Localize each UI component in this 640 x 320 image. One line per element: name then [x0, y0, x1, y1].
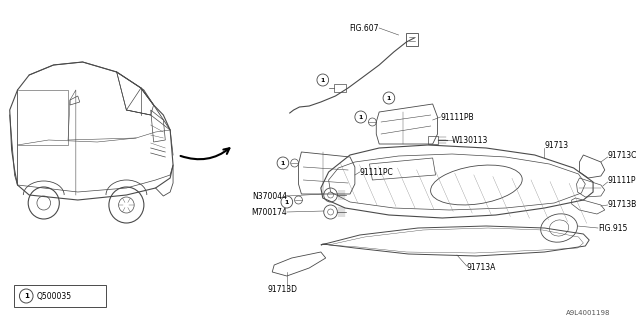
Circle shape: [277, 157, 289, 169]
Text: FIG.607: FIG.607: [349, 23, 379, 33]
Text: 1: 1: [281, 161, 285, 165]
Text: 1: 1: [24, 293, 29, 299]
Text: 91713D: 91713D: [268, 285, 298, 294]
Text: 1: 1: [358, 115, 363, 119]
Text: 1: 1: [387, 95, 391, 100]
Text: 91713A: 91713A: [467, 263, 496, 273]
Text: 91713: 91713: [545, 140, 568, 149]
Text: 1: 1: [321, 77, 325, 83]
Circle shape: [317, 74, 328, 86]
Circle shape: [19, 289, 33, 303]
Text: 91713C: 91713C: [607, 150, 637, 159]
Circle shape: [281, 196, 292, 208]
Text: A9L4001198: A9L4001198: [566, 310, 611, 316]
Text: W130113: W130113: [452, 135, 488, 145]
Text: 91111PC: 91111PC: [360, 167, 394, 177]
Text: FIG.915: FIG.915: [598, 223, 627, 233]
Text: Q500035: Q500035: [37, 292, 72, 300]
Circle shape: [383, 92, 395, 104]
Text: 1: 1: [285, 199, 289, 204]
Text: N370044: N370044: [252, 191, 287, 201]
Circle shape: [355, 111, 367, 123]
Text: 91713B: 91713B: [607, 199, 637, 209]
Text: 91111PB: 91111PB: [440, 113, 474, 122]
Text: 91111P: 91111P: [607, 175, 636, 185]
Text: M700174: M700174: [251, 207, 287, 217]
